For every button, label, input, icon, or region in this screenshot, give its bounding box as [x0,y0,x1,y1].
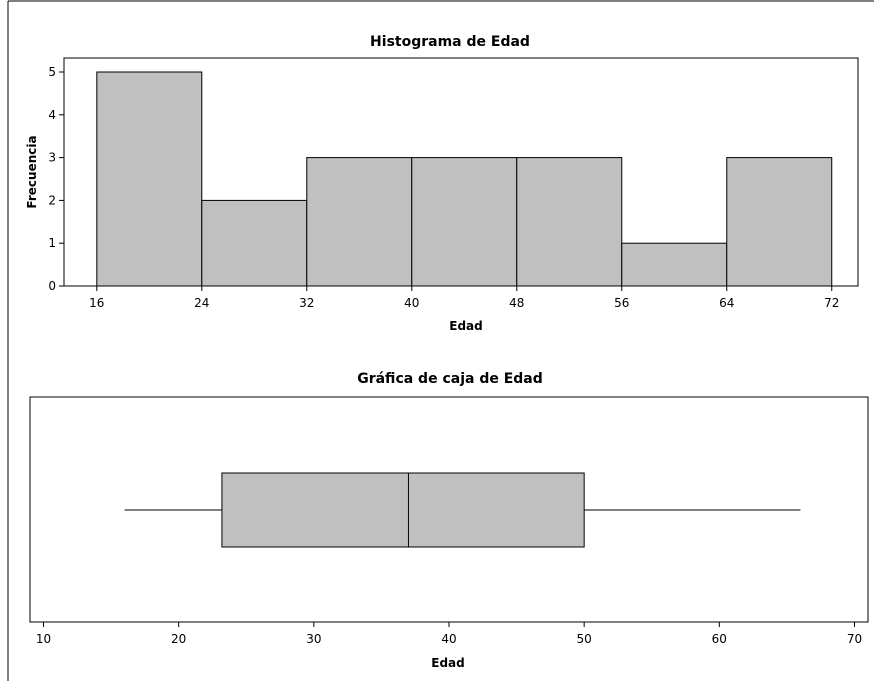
boxplot-x-tick-label: 30 [306,632,321,646]
histogram-y-tick-label: 2 [48,193,56,207]
histogram-bar [306,157,413,287]
histogram-y-tick-label: 1 [48,236,56,250]
histogram-bar [516,157,623,287]
histogram-x-tick-label: 40 [404,296,419,310]
boxplot-x-axis: 10 20 30 40 50 60 70 [36,622,862,646]
histogram-x-tick-label: 48 [509,296,524,310]
histogram-y-tick-label: 4 [48,108,56,122]
boxplot-x-tick-label: 20 [171,632,186,646]
histogram-x-tick-label: 64 [719,296,734,310]
boxplot-x-tick-label: 70 [847,632,862,646]
boxplot-x-tick-label: 10 [36,632,51,646]
histogram-x-tick-label: 32 [299,296,314,310]
histogram-y-tick-label: 5 [48,65,56,79]
boxplot-x-axis-label: Edad [431,656,464,670]
boxplot-x-tick-label: 60 [712,632,727,646]
histogram-bar [411,157,518,287]
histogram-y-axis: 0 1 2 3 4 5 [48,65,64,293]
histogram-x-axis: 16 24 32 40 48 56 64 72 [89,286,839,310]
histogram-bar [726,157,833,287]
boxplot-chart: Gráfica de caja de Edad 10 20 30 40 50 60 70 E… [29,371,869,670]
histogram-bar [621,242,728,287]
histogram-y-tick-label: 3 [48,151,56,165]
boxplot-x-tick-label: 40 [441,632,456,646]
histogram-x-tick-label: 56 [614,296,629,310]
histogram-bars [96,71,833,287]
histogram-y-tick-label: 0 [48,279,56,293]
boxplot-box [221,472,585,548]
histogram-x-tick-label: 16 [89,296,104,310]
histogram-chart: Histograma de Edad 0 1 2 3 4 5 16 24 32 40 48 56 64… [25,34,859,333]
histogram-x-tick-label: 24 [194,296,209,310]
histogram-y-axis-label: Frecuencia [25,135,39,208]
histogram-bar [96,71,203,287]
histogram-x-tick-label: 72 [824,296,839,310]
boxplot-marks [124,472,801,548]
boxplot-title: Gráfica de caja de Edad [357,371,543,387]
histogram-title: Histograma de Edad [370,34,530,50]
boxplot-x-tick-label: 50 [577,632,592,646]
histogram-x-axis-label: Edad [449,319,482,333]
histogram-bar [201,199,308,287]
